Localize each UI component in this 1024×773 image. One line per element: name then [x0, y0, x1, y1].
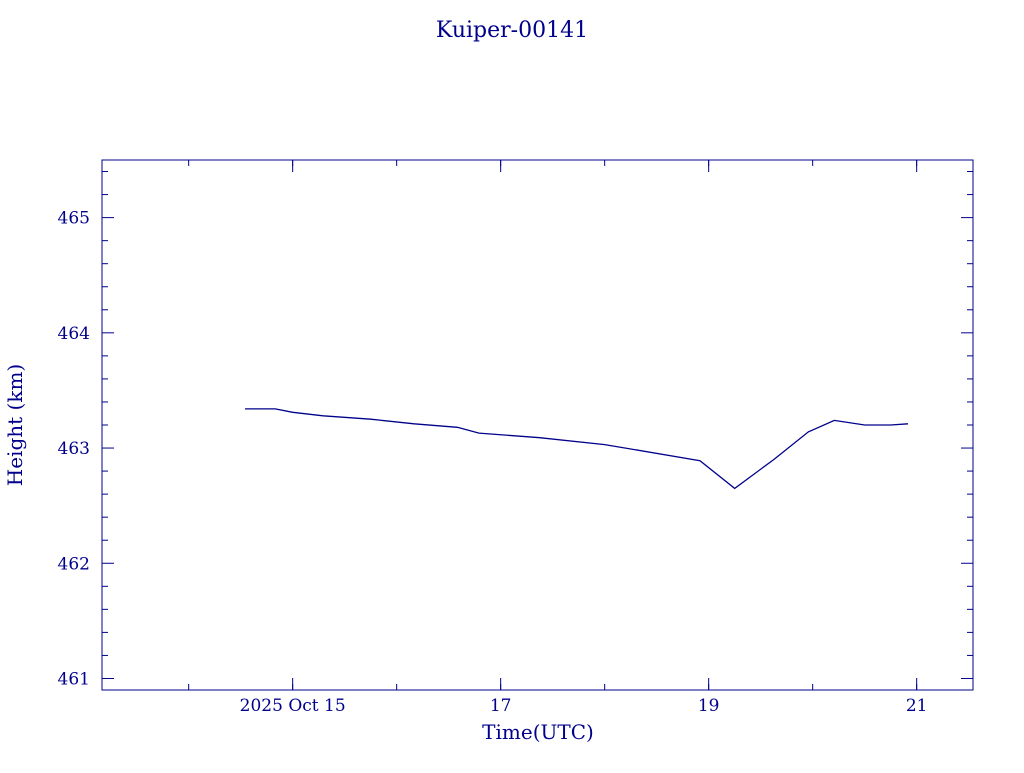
- x-tick-label: 19: [698, 696, 720, 716]
- y-tick-label: 464: [58, 324, 90, 344]
- chart-title: Kuiper-00141: [436, 18, 588, 43]
- height-series-line: [245, 408, 909, 490]
- y-tick-label: 461: [58, 669, 90, 689]
- x-axis-label: Time(UTC): [482, 720, 594, 744]
- x-tick-label: 2025 Oct 15: [240, 696, 346, 716]
- y-tick-label: 462: [58, 554, 90, 574]
- y-axis-label: Height (km): [3, 364, 27, 486]
- x-tick-label: 17: [490, 696, 512, 716]
- y-axis-ticks: 461 462 463 464 465: [58, 171, 973, 689]
- x-axis-ticks: 2025 Oct 15 17 19 21: [188, 160, 928, 716]
- x-tick-label: 21: [906, 696, 928, 716]
- y-tick-label: 463: [58, 439, 90, 459]
- plot-frame: [101, 159, 974, 691]
- y-tick-label: 465: [58, 209, 90, 229]
- series-layer: [245, 408, 909, 490]
